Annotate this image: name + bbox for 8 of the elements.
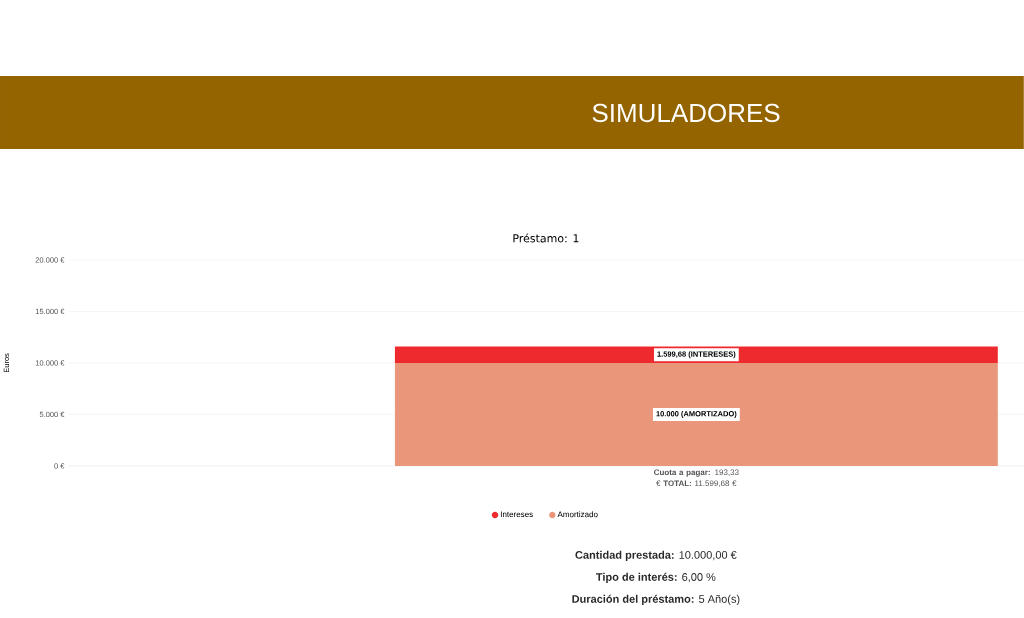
- text: Cantidad prestada: 10.000,00 €: [575, 550, 737, 562]
- legend-label: Amortizado: [557, 511, 598, 518]
- text: Tipo de interés: 6,00 %: [596, 572, 716, 584]
- legend-label: Intereses: [500, 511, 533, 518]
- category-label: Cuota a pagar: 193,33 € TOTAL: 11.599,68 €: [654, 469, 739, 488]
- text: SIMULADORES: [592, 103, 780, 123]
- chart-title: Préstamo: 1: [513, 233, 579, 243]
- text: Duración del préstamo: 5 Año(s): [572, 594, 740, 606]
